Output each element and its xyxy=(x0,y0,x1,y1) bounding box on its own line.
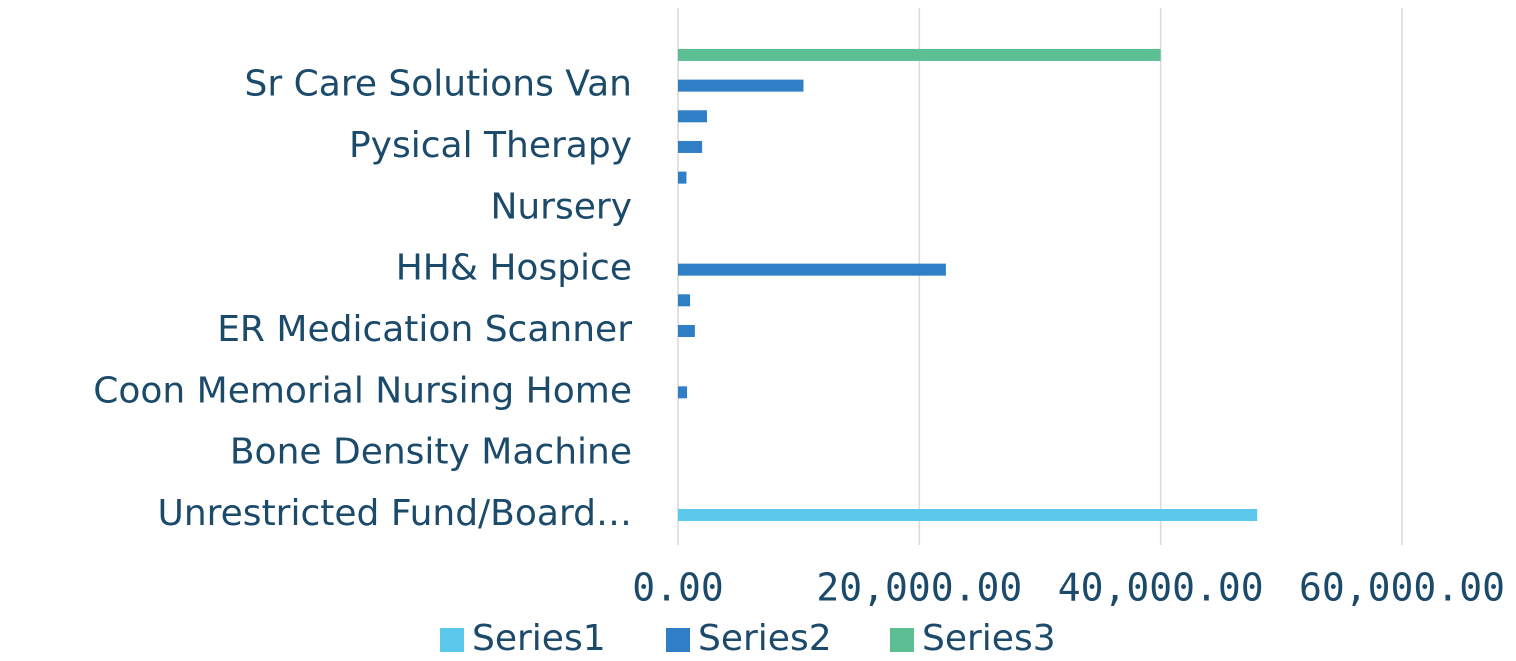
x-tick-label: 60,000.00 xyxy=(1299,566,1505,610)
bar xyxy=(678,263,946,276)
legend-swatch xyxy=(440,628,464,652)
bar xyxy=(678,386,688,399)
y-tick-label: Nursery xyxy=(490,186,632,227)
legend-label: Series2 xyxy=(698,618,832,659)
legend-label: Series3 xyxy=(922,618,1056,659)
bar xyxy=(678,294,691,307)
y-tick-label: Pysical Therapy xyxy=(349,125,632,166)
bar xyxy=(678,324,695,337)
bar xyxy=(678,171,687,184)
y-tick-label: ER Medication Scanner xyxy=(217,309,632,350)
legend-swatch xyxy=(890,628,914,652)
bar xyxy=(678,79,804,92)
y-tick-label: HH& Hospice xyxy=(396,248,632,289)
bar xyxy=(678,48,1161,61)
y-tick-label: Bone Density Machine xyxy=(230,432,632,473)
bar xyxy=(678,110,707,123)
y-tick-label: Sr Care Solutions Van xyxy=(245,64,632,105)
y-tick-label: Coon Memorial Nursing Home xyxy=(93,370,632,411)
bar xyxy=(678,509,1258,521)
x-tick-label: 20,000.00 xyxy=(816,566,1022,610)
y-tick-label: Unrestricted Fund/Board… xyxy=(157,493,632,534)
bar xyxy=(678,140,703,153)
x-tick-label: 0.00 xyxy=(632,566,724,610)
x-tick-label: 40,000.00 xyxy=(1058,566,1264,610)
legend-label: Series1 xyxy=(472,618,606,659)
legend-swatch xyxy=(666,628,690,652)
